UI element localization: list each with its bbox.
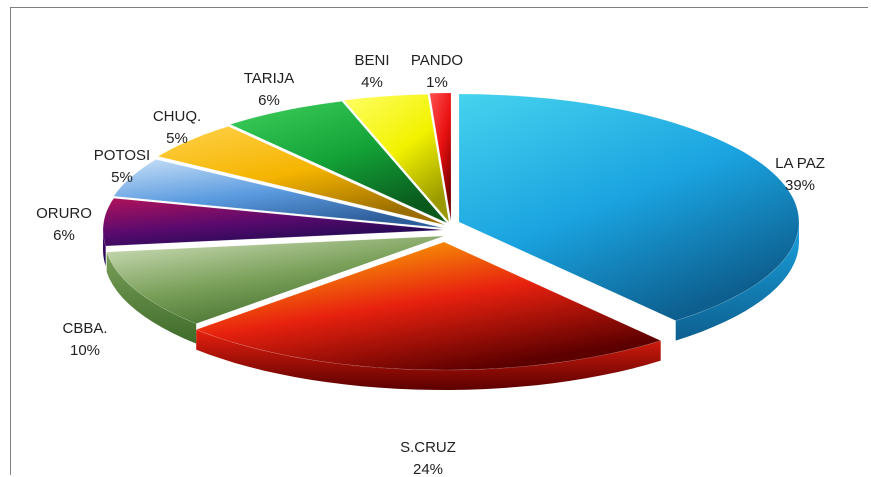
slice-side-s-cruz [196,329,661,390]
slice-chuq [157,126,446,226]
slice-label-s-cruz: S.CRUZ 24% [400,439,456,477]
slice-side-cbba [106,252,197,344]
slice-label-name: CBBA. [62,320,107,337]
slice-label-name: ORURO [36,205,92,222]
slice-side-la-paz [675,222,799,341]
slice-label-chuq: CHUQ. 5% [153,108,201,147]
slice-label-oruro: ORURO 6% [36,205,92,244]
slice-label-pando: PANDO 1% [411,52,463,91]
slice-label-name: POTOSI [94,147,150,164]
slice-label-cbba: CBBA. 10% [62,320,107,359]
slice-s-cruz [195,241,662,371]
slice-label-value: 1% [426,74,448,91]
slice-label-value: 5% [111,169,133,186]
slice-label-name: CHUQ. [153,108,201,125]
slice-pando [429,92,452,222]
slice-side-oruro [103,230,106,266]
slice-label-potosi: POTOSI 5% [94,147,150,186]
slice-label-name: S.CRUZ [400,439,456,456]
slice-potosi [113,159,444,229]
slice-cbba [106,235,445,324]
chart-frame [10,7,868,475]
slice-tarija [229,100,448,224]
slice-label-name: PANDO [411,52,463,69]
slice-label-value: 4% [361,74,383,91]
slice-label-name: LA PAZ [775,155,825,172]
slice-label-value: 6% [53,227,75,244]
slice-label-beni: BENI 4% [354,52,389,91]
slice-label-value: 5% [166,130,188,147]
slice-label-value: 24% [413,461,443,477]
slice-label-value: 10% [70,342,100,359]
slice-label-value: 39% [785,177,815,194]
slice-label-tarija: TARIJA 6% [244,70,295,109]
slice-label-value: 6% [258,92,280,109]
slice-oruro [102,197,444,247]
slice-beni [343,93,450,224]
slice-label-name: BENI [354,52,389,69]
slice-label-la-paz: LA PAZ 39% [775,155,825,194]
slice-la-paz [458,93,800,321]
slice-label-name: TARIJA [244,70,295,87]
